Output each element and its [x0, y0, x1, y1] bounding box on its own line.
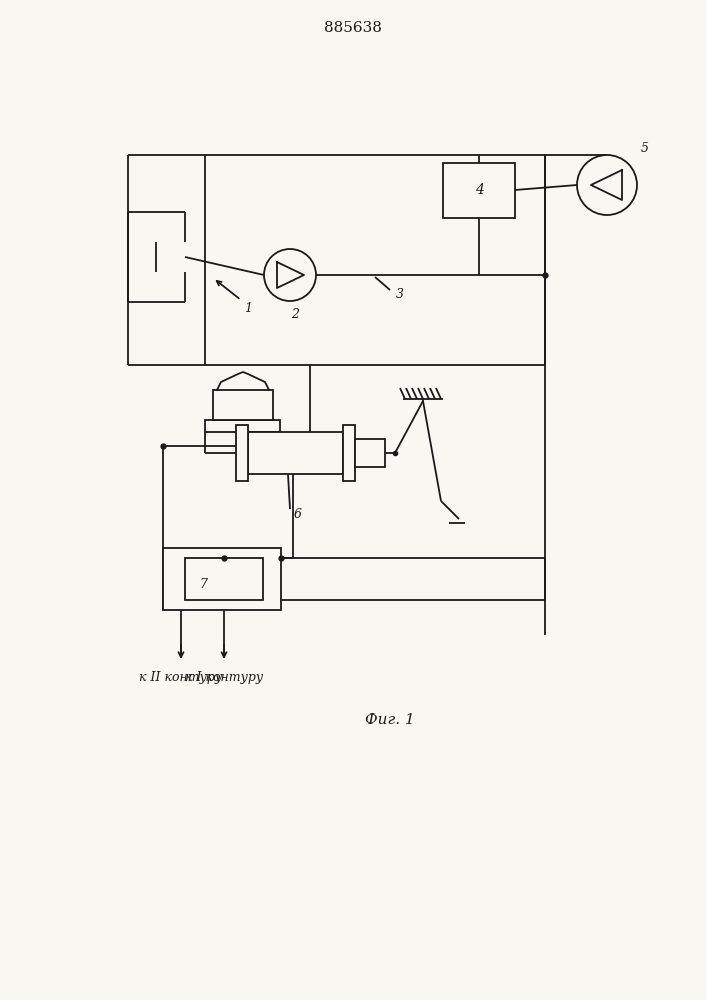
Bar [185, 558, 263, 600]
Text: Фиг. 1: Фиг. 1 [365, 713, 415, 727]
Text: 2: 2 [291, 308, 299, 322]
Text: 1: 1 [244, 302, 252, 314]
Text: 7: 7 [199, 578, 207, 590]
Circle shape [577, 155, 637, 215]
Bar [443, 163, 515, 218]
Bar [248, 432, 343, 474]
Text: к II контуру: к II контуру [139, 672, 223, 684]
Bar [343, 425, 355, 481]
Text: к I контуру: к I контуру [185, 672, 263, 684]
Bar [163, 548, 281, 610]
Text: 5: 5 [641, 142, 649, 155]
Bar [213, 390, 273, 420]
Bar [236, 425, 248, 481]
Text: 4: 4 [474, 183, 484, 197]
Text: 3: 3 [396, 288, 404, 302]
Bar [205, 420, 280, 432]
Bar [355, 439, 385, 467]
Circle shape [264, 249, 316, 301]
Text: 885638: 885638 [324, 21, 382, 35]
Text: 6: 6 [294, 508, 302, 520]
